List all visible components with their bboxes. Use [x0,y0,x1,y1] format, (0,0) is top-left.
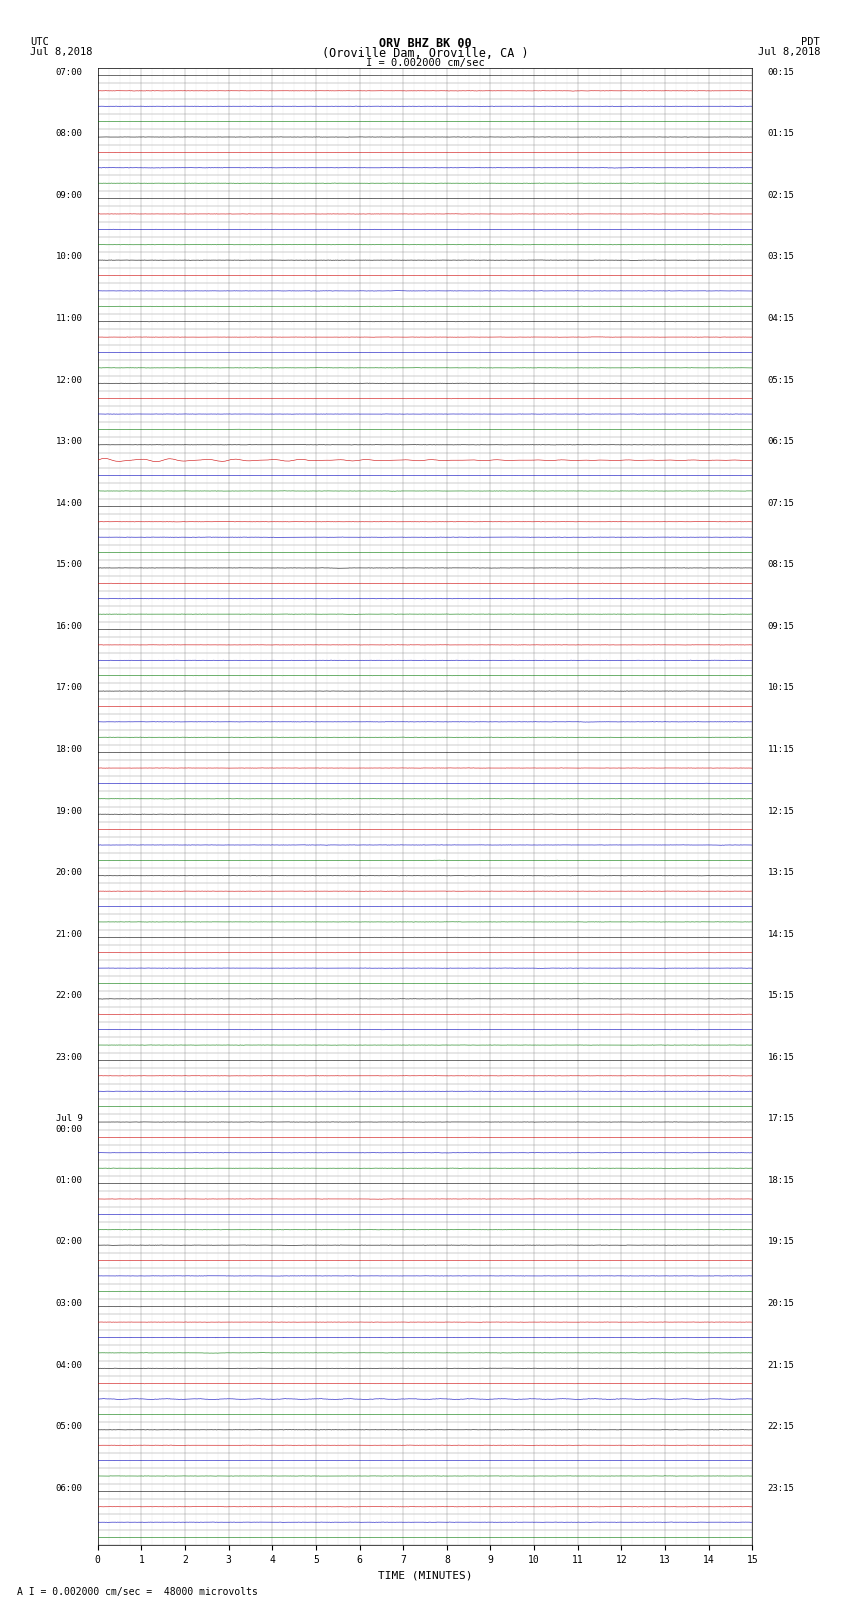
Text: 06:15: 06:15 [768,437,795,447]
Text: 22:00: 22:00 [55,990,82,1000]
Text: 03:15: 03:15 [768,253,795,261]
X-axis label: TIME (MINUTES): TIME (MINUTES) [377,1571,473,1581]
Text: 11:15: 11:15 [768,745,795,753]
Text: 10:15: 10:15 [768,684,795,692]
Text: 08:00: 08:00 [55,129,82,139]
Text: (Oroville Dam, Oroville, CA ): (Oroville Dam, Oroville, CA ) [321,47,529,60]
Text: 01:15: 01:15 [768,129,795,139]
Text: 10:00: 10:00 [55,253,82,261]
Text: 21:15: 21:15 [768,1360,795,1369]
Text: 14:15: 14:15 [768,929,795,939]
Text: 17:15: 17:15 [768,1115,795,1123]
Text: 07:00: 07:00 [55,68,82,77]
Text: 05:00: 05:00 [55,1423,82,1431]
Text: 22:15: 22:15 [768,1423,795,1431]
Text: 01:00: 01:00 [55,1176,82,1186]
Text: 19:15: 19:15 [768,1237,795,1247]
Text: Jul 8,2018: Jul 8,2018 [757,47,820,56]
Text: Jul 8,2018: Jul 8,2018 [30,47,93,56]
Text: 03:00: 03:00 [55,1298,82,1308]
Text: 08:15: 08:15 [768,560,795,569]
Text: 09:15: 09:15 [768,623,795,631]
Text: 16:15: 16:15 [768,1053,795,1061]
Text: 14:00: 14:00 [55,498,82,508]
Text: 05:15: 05:15 [768,376,795,384]
Text: A I = 0.002000 cm/sec =  48000 microvolts: A I = 0.002000 cm/sec = 48000 microvolts [17,1587,258,1597]
Text: ORV BHZ BK 00: ORV BHZ BK 00 [379,37,471,50]
Text: 11:00: 11:00 [55,315,82,323]
Text: 15:00: 15:00 [55,560,82,569]
Text: 18:15: 18:15 [768,1176,795,1186]
Text: 06:00: 06:00 [55,1484,82,1492]
Text: 04:00: 04:00 [55,1360,82,1369]
Text: Jul 9
00:00: Jul 9 00:00 [55,1115,82,1134]
Text: 04:15: 04:15 [768,315,795,323]
Text: 02:00: 02:00 [55,1237,82,1247]
Text: UTC: UTC [30,37,48,47]
Text: 20:15: 20:15 [768,1298,795,1308]
Text: 23:15: 23:15 [768,1484,795,1492]
Text: 16:00: 16:00 [55,623,82,631]
Text: 23:00: 23:00 [55,1053,82,1061]
Text: 13:15: 13:15 [768,868,795,877]
Text: 12:15: 12:15 [768,806,795,816]
Text: 12:00: 12:00 [55,376,82,384]
Text: 20:00: 20:00 [55,868,82,877]
Text: 18:00: 18:00 [55,745,82,753]
Text: 09:00: 09:00 [55,190,82,200]
Text: 13:00: 13:00 [55,437,82,447]
Text: 00:15: 00:15 [768,68,795,77]
Text: 02:15: 02:15 [768,190,795,200]
Text: PDT: PDT [802,37,820,47]
Text: I = 0.002000 cm/sec: I = 0.002000 cm/sec [366,58,484,68]
Text: 15:15: 15:15 [768,990,795,1000]
Text: 17:00: 17:00 [55,684,82,692]
Text: 07:15: 07:15 [768,498,795,508]
Text: 19:00: 19:00 [55,806,82,816]
Text: 21:00: 21:00 [55,929,82,939]
